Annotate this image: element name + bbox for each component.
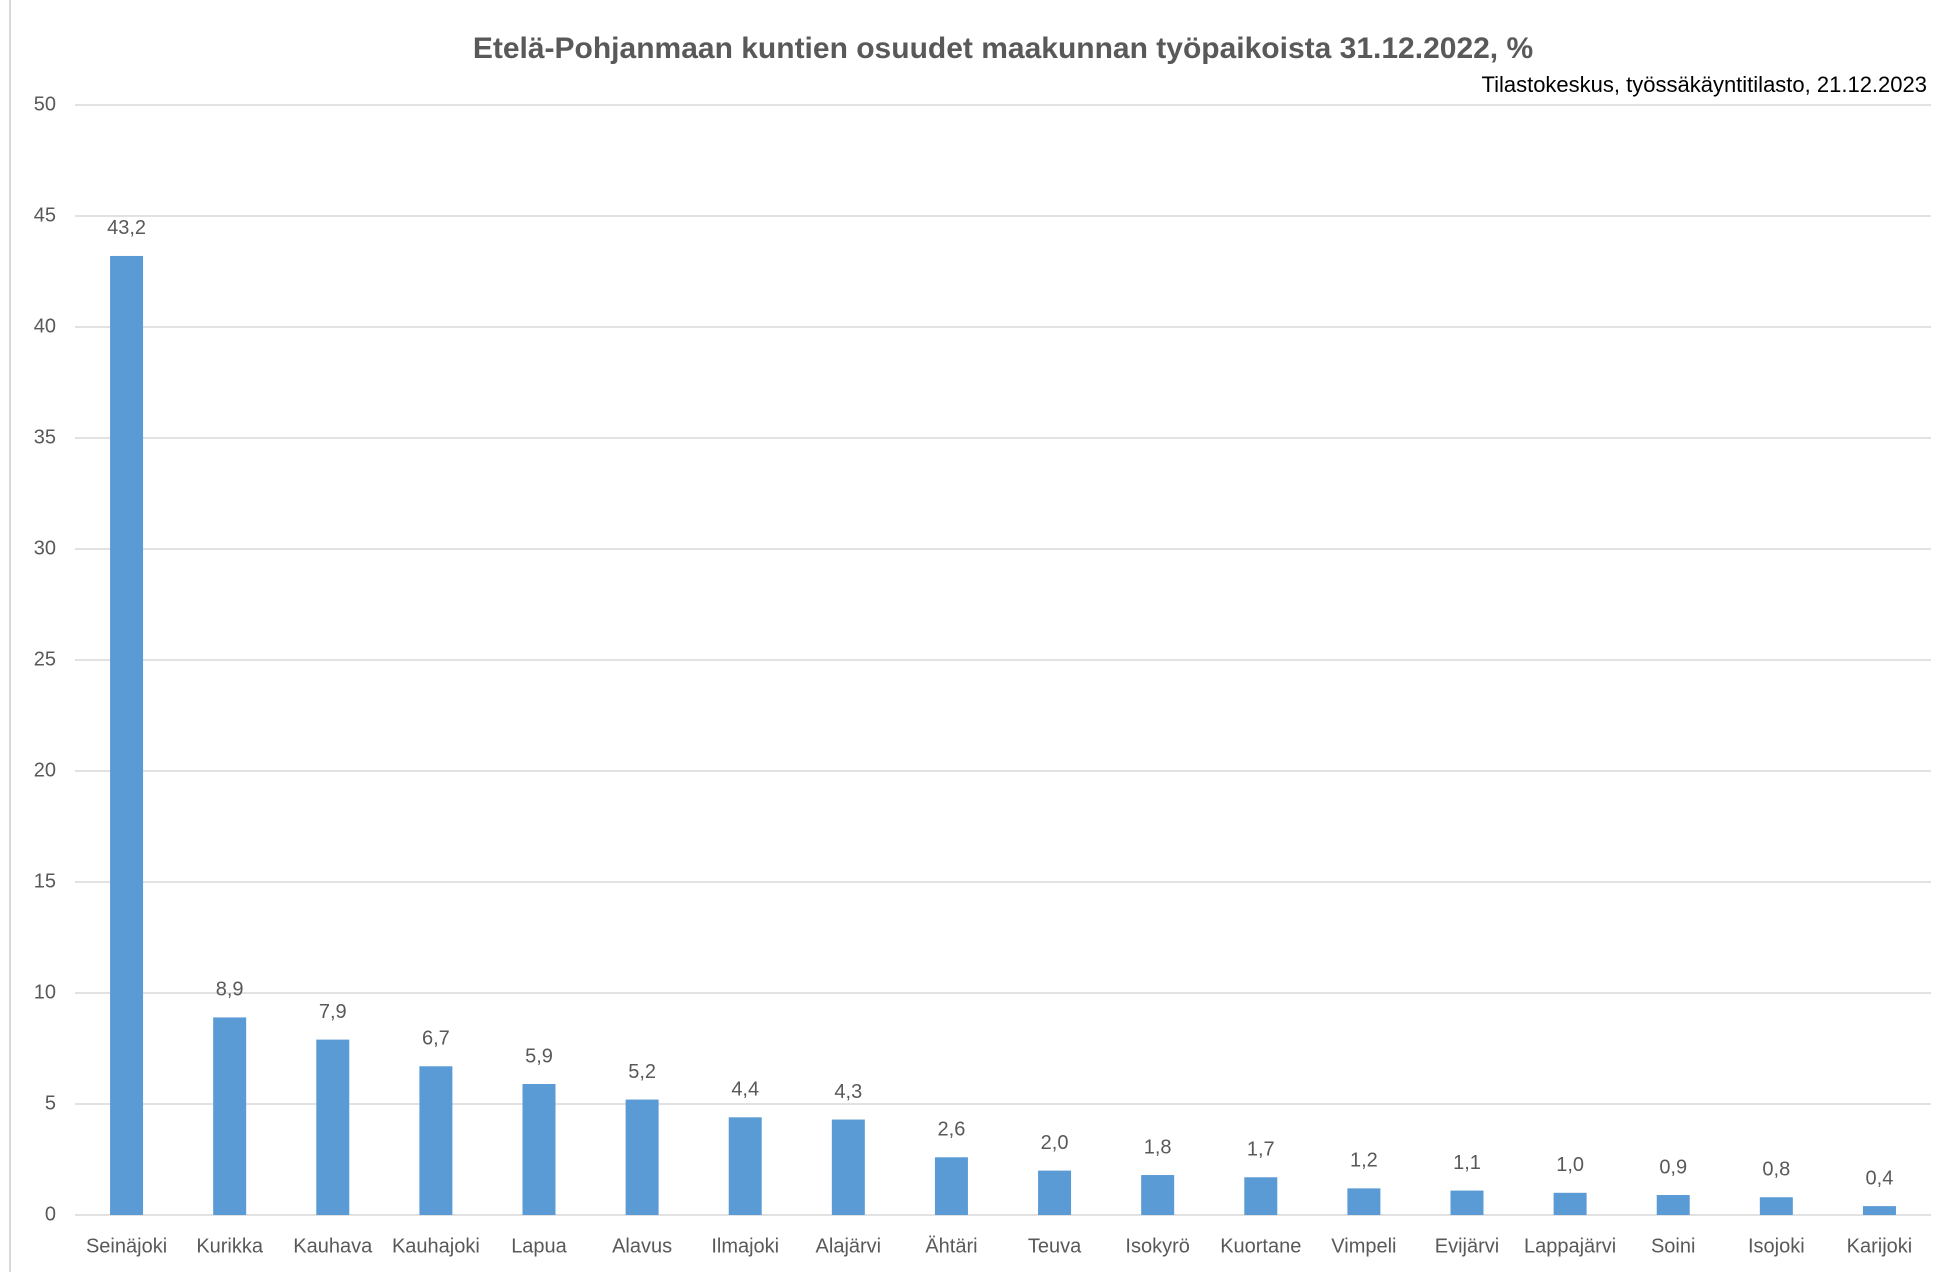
- data-label: 0,8: [1762, 1159, 1790, 1181]
- x-tick-label: Karijoki: [1847, 1235, 1913, 1257]
- data-label: 6,7: [422, 1028, 450, 1050]
- bar: [213, 1017, 247, 1215]
- bar: [110, 255, 144, 1215]
- y-tick-label: 25: [34, 648, 56, 670]
- data-label: 5,9: [525, 1045, 553, 1067]
- data-label: 2,0: [1041, 1132, 1069, 1154]
- bar: [419, 1066, 453, 1215]
- bar: [1759, 1197, 1793, 1215]
- bar: [1862, 1206, 1896, 1215]
- x-tick-label: Isojoki: [1748, 1235, 1805, 1257]
- y-tick-label: 40: [34, 315, 56, 337]
- x-tick-label: Soini: [1651, 1235, 1695, 1257]
- data-label: 5,2: [628, 1061, 656, 1083]
- y-tick-label: 20: [34, 759, 56, 781]
- x-tick-label: Alajärvi: [816, 1235, 882, 1257]
- x-tick-label: Kauhajoki: [392, 1235, 480, 1257]
- data-label: 1,7: [1247, 1139, 1275, 1161]
- data-label: 43,2: [107, 217, 146, 239]
- y-tick-label: 45: [34, 204, 56, 226]
- bar: [1038, 1170, 1072, 1215]
- chart-subtitle: Tilastokeskus, työssäkäyntitilasto, 21.1…: [1481, 72, 1927, 97]
- bar: [1244, 1177, 1278, 1215]
- data-label: 1,8: [1144, 1136, 1172, 1158]
- x-tick-label: Lapua: [511, 1235, 567, 1257]
- x-tick-label: Teuva: [1028, 1235, 1082, 1257]
- y-tick-label: 0: [45, 1203, 56, 1225]
- bar: [934, 1157, 968, 1215]
- x-tick-label: Alavus: [612, 1235, 672, 1257]
- x-tick-label: Seinäjoki: [86, 1235, 167, 1257]
- x-tick-label: Lappajärvi: [1524, 1235, 1616, 1257]
- y-tick-label: 5: [45, 1092, 56, 1114]
- data-label: 8,9: [216, 979, 244, 1001]
- data-label: 0,9: [1659, 1156, 1687, 1178]
- x-tick-label: Evijärvi: [1435, 1235, 1499, 1257]
- y-tick-label: 10: [34, 981, 56, 1003]
- data-label: 2,6: [938, 1119, 966, 1141]
- bar: [1656, 1195, 1690, 1215]
- bar: [316, 1039, 350, 1215]
- bar: [728, 1117, 762, 1215]
- x-tick-label: Vimpeli: [1331, 1235, 1396, 1257]
- x-tick-label: Kurikka: [196, 1235, 264, 1257]
- y-tick-label: 35: [34, 426, 56, 448]
- x-tick-label: Kauhava: [293, 1235, 373, 1257]
- bar: [1450, 1190, 1484, 1215]
- data-label: 1,1: [1453, 1152, 1481, 1174]
- data-label: 1,2: [1350, 1150, 1378, 1172]
- data-label: 7,9: [319, 1001, 347, 1023]
- bar: [1347, 1188, 1381, 1215]
- x-tick-label: Kuortane: [1220, 1235, 1301, 1257]
- bar: [1553, 1192, 1587, 1215]
- bar: [522, 1084, 556, 1215]
- chart-title: Etelä-Pohjanmaan kuntien osuudet maakunn…: [473, 32, 1533, 65]
- data-label: 0,4: [1866, 1167, 1894, 1189]
- bar: [625, 1099, 659, 1215]
- data-label: 4,4: [731, 1079, 759, 1101]
- bar: [1141, 1175, 1175, 1215]
- x-tick-label: Ähtäri: [925, 1235, 977, 1257]
- data-label: 4,3: [834, 1081, 862, 1103]
- x-tick-label: Isokyrö: [1125, 1235, 1189, 1257]
- x-tick-label: Ilmajoki: [711, 1235, 779, 1257]
- data-label: 1,0: [1556, 1154, 1584, 1176]
- bar: [831, 1119, 865, 1215]
- y-tick-label: 30: [34, 537, 56, 559]
- y-tick-label: 15: [34, 870, 56, 892]
- y-tick-label: 50: [34, 93, 56, 115]
